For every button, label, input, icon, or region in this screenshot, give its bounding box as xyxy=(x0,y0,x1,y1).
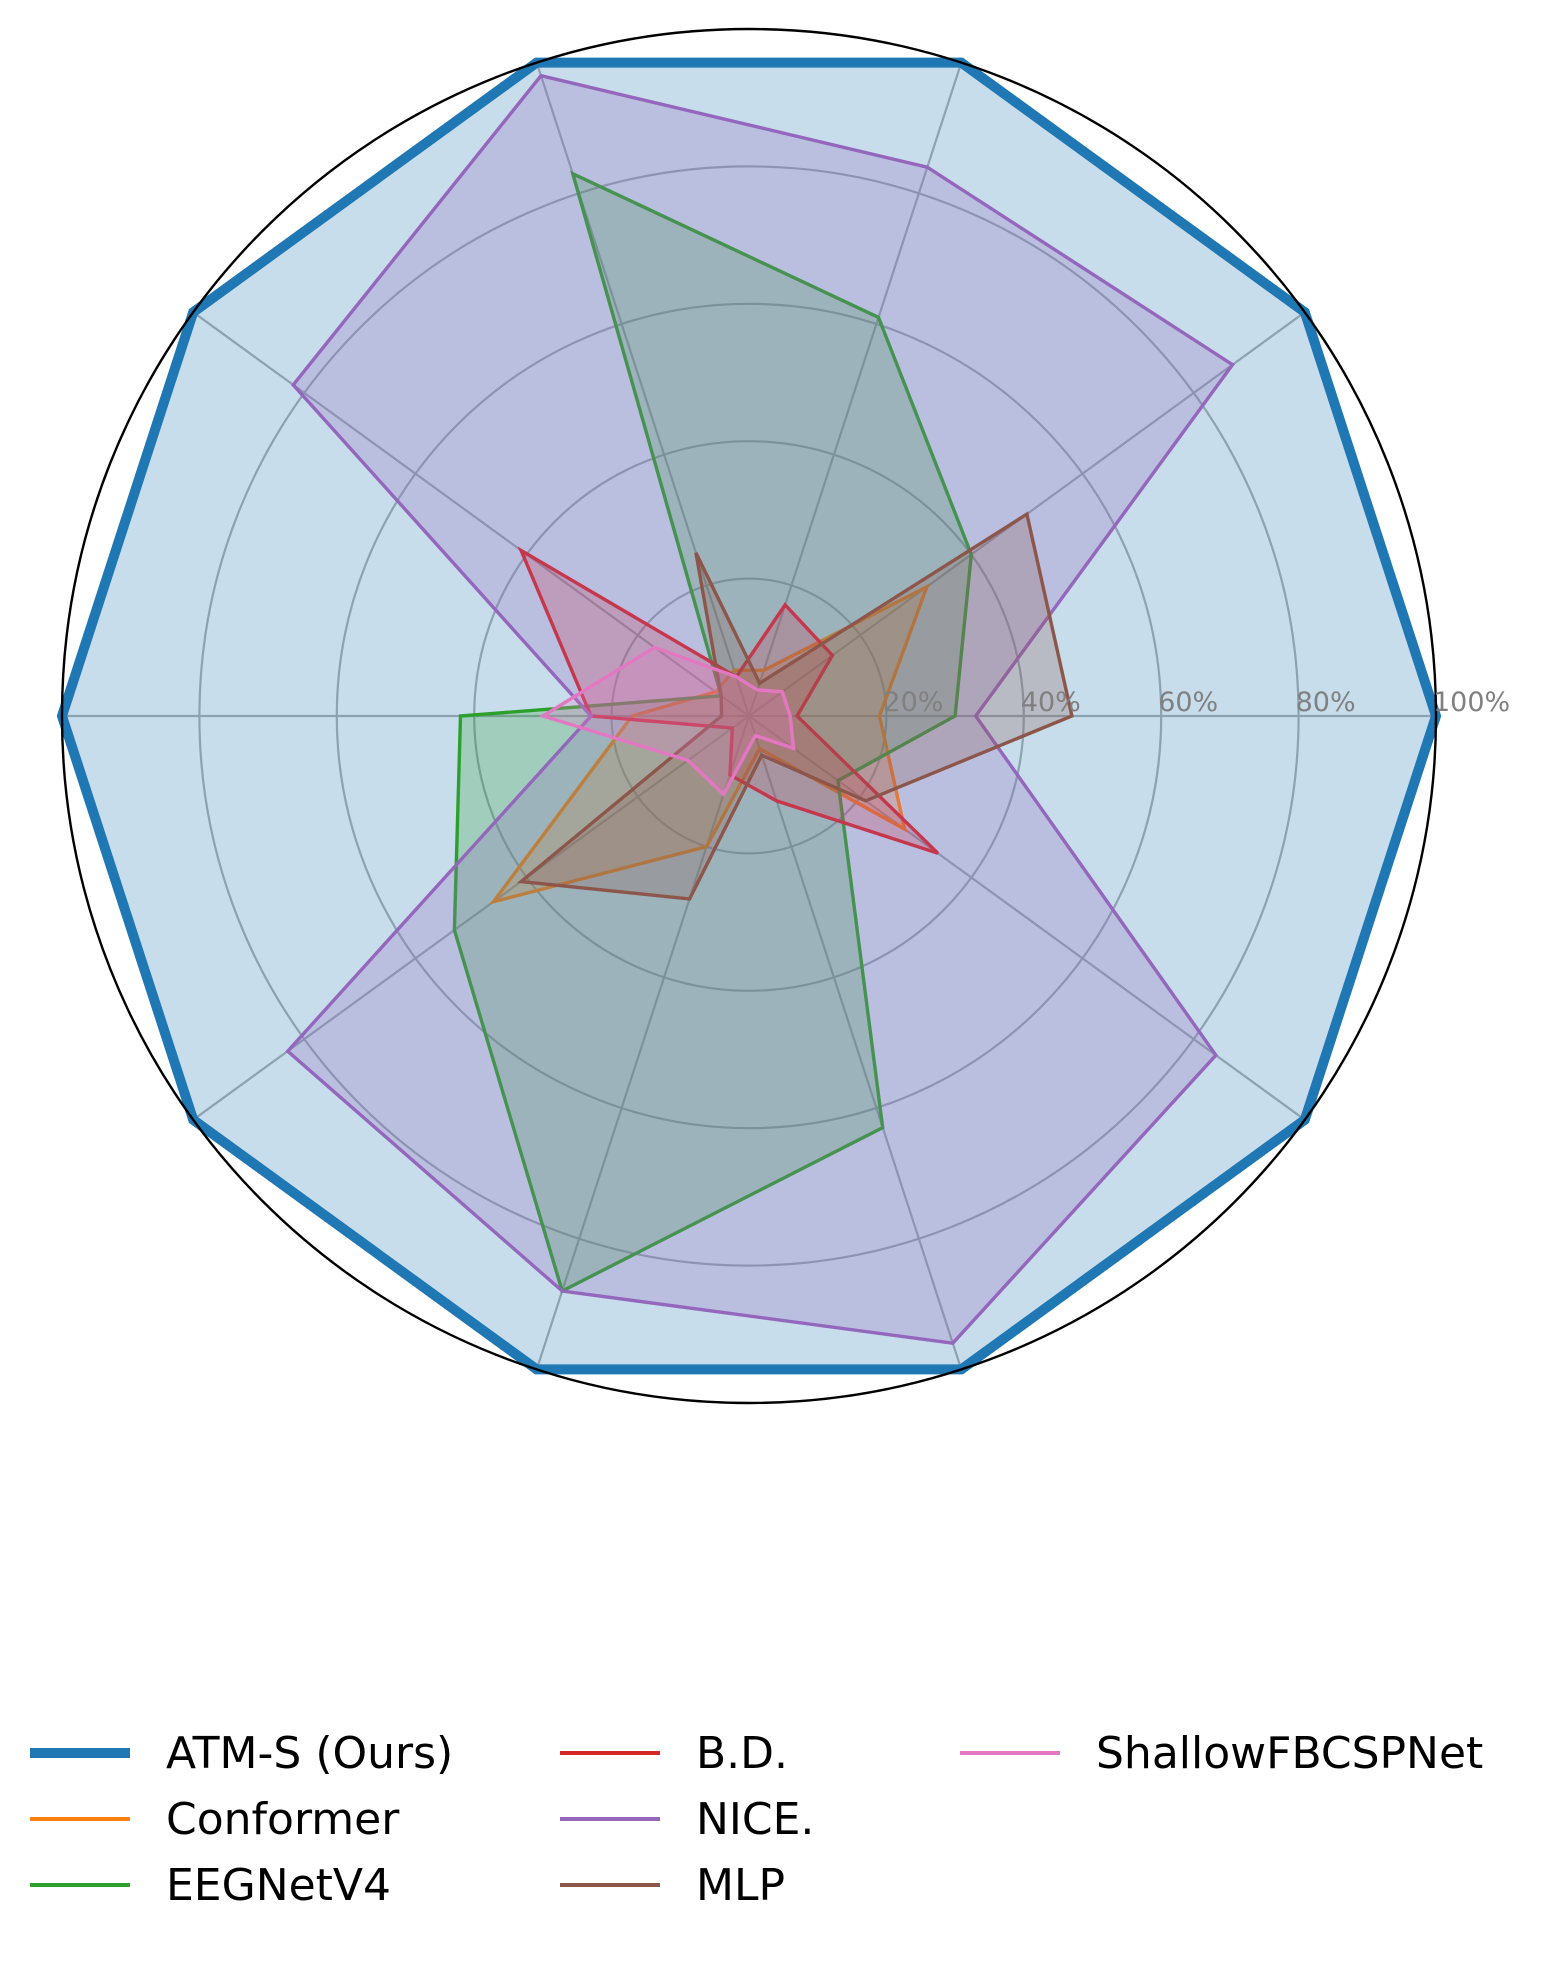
series-fill-1 xyxy=(493,586,927,902)
radial-tick-label-100: 100% xyxy=(1433,687,1510,718)
radial-tick-label-80: 80% xyxy=(1296,687,1356,718)
radial-ticks: 20% 40% 60% 80% 100% xyxy=(883,687,1510,718)
series-line-2 xyxy=(452,170,974,1294)
series-fill-4 xyxy=(287,75,1233,1344)
legend-swatch-2 xyxy=(30,1883,130,1887)
legend-label-5: MLP xyxy=(696,1859,786,1911)
legend-item-2: EEGNetV4 xyxy=(30,1852,560,1918)
spoke-7 xyxy=(535,715,751,1370)
series-line-5 xyxy=(516,511,1074,901)
series-fill-3 xyxy=(521,550,938,854)
series-line-4 xyxy=(285,73,1235,1346)
legend-label-3: B.D. xyxy=(696,1727,789,1779)
series-fill-5 xyxy=(521,514,1072,899)
legend-swatch-6 xyxy=(960,1751,1060,1755)
legend-item-4: NICE. xyxy=(560,1786,960,1852)
legend-item-5: MLP xyxy=(560,1852,960,1918)
series-fill-2 xyxy=(454,173,972,1292)
legend-item-6: ShallowFBCSPNet xyxy=(960,1720,1520,1786)
radial-tick-label-20: 20% xyxy=(883,687,943,718)
legend-label-6: ShallowFBCSPNet xyxy=(1096,1727,1484,1779)
legend-item-1: Conformer xyxy=(30,1786,560,1852)
spoke-8 xyxy=(747,715,963,1370)
legend-label-4: NICE. xyxy=(696,1793,815,1845)
legend-label-0: ATM-S (Ours) xyxy=(166,1727,454,1779)
spoke-6 xyxy=(192,715,750,1121)
legend-swatch-1 xyxy=(30,1817,130,1821)
legend-label-1: Conformer xyxy=(166,1793,400,1845)
legend-swatch-4 xyxy=(560,1817,660,1821)
legend-swatch-5 xyxy=(560,1883,660,1887)
series-line-6 xyxy=(538,645,796,798)
outer-frame xyxy=(60,27,1438,1405)
legend: ATM-S (Ours) Conformer EEGNetV4 B.D. NICE. ML… xyxy=(30,1720,1530,1950)
legend-item-0: ATM-S (Ours) xyxy=(30,1720,560,1786)
series-fill-6 xyxy=(542,647,794,795)
radar-grid xyxy=(62,62,1436,1370)
legend-item-3: B.D. xyxy=(560,1720,960,1786)
radial-tick-label-40: 40% xyxy=(1021,687,1081,718)
legend-swatch-0 xyxy=(30,1748,130,1758)
legend-swatch-3 xyxy=(560,1751,660,1755)
radar-series xyxy=(56,27,1442,1405)
series-fill-0 xyxy=(62,62,1436,1370)
legend-label-2: EEGNetV4 xyxy=(166,1859,392,1911)
radial-tick-label-60: 60% xyxy=(1158,687,1218,718)
